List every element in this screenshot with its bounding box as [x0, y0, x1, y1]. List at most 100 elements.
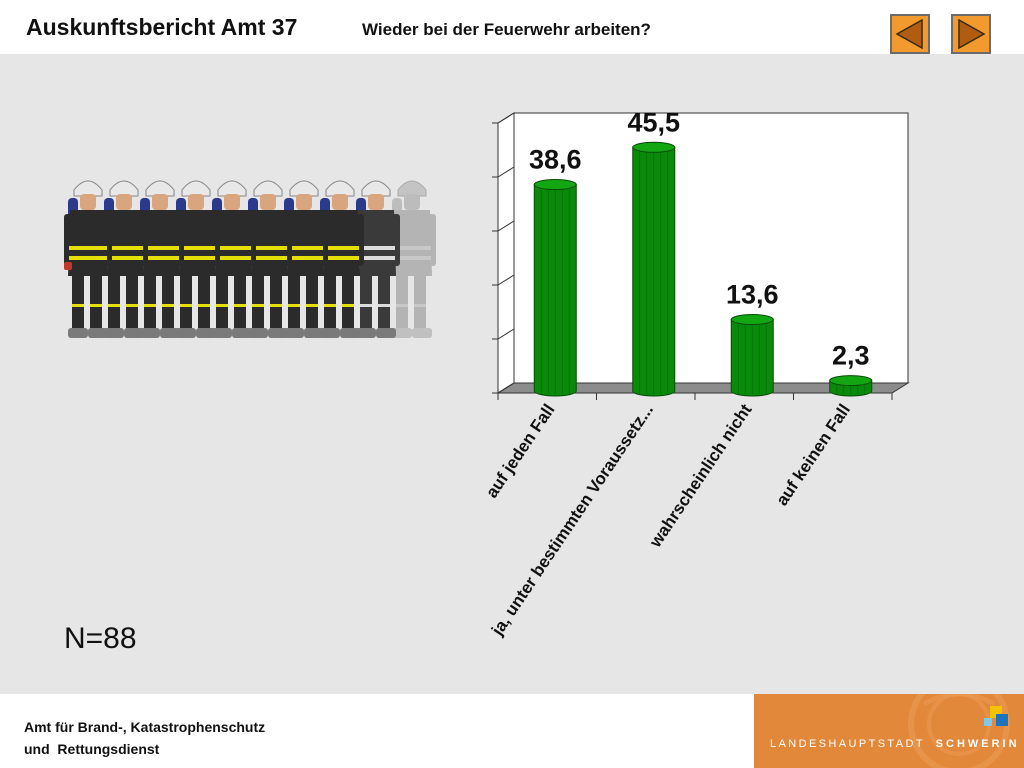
x-axis-category-label: auf jeden Fall	[482, 401, 559, 502]
leg-stripe	[162, 304, 174, 307]
helmet	[361, 180, 391, 197]
arm	[212, 214, 220, 266]
helmet	[145, 180, 175, 197]
reflective-stripe	[69, 256, 107, 260]
previous-slide-button[interactable]	[890, 14, 930, 54]
triangle-right-icon	[958, 18, 986, 50]
reflective-stripe	[141, 246, 179, 250]
helmet	[289, 180, 319, 197]
leg	[360, 276, 372, 328]
leg	[126, 276, 138, 328]
x-axis-category-label: wahrscheinlich nicht	[645, 400, 756, 551]
leg-stripe	[144, 304, 156, 307]
leg	[252, 276, 264, 328]
leg	[144, 276, 156, 328]
reflective-stripe	[213, 256, 251, 260]
boot	[268, 328, 288, 338]
leg	[378, 276, 390, 328]
x-axis-category-label: ja, unter bestimmten Voraussetz...	[487, 401, 657, 640]
footer-department-line1: Amt für Brand-, Katastrophenschutz	[24, 719, 266, 735]
arm	[140, 214, 148, 266]
boot	[232, 328, 252, 338]
leg	[396, 276, 408, 328]
reflective-stripe	[357, 256, 395, 260]
boot	[376, 328, 396, 338]
y-axis-depth-line	[497, 112, 515, 124]
leg-stripe	[324, 304, 336, 307]
leg-stripe	[198, 304, 210, 307]
sample-size-label: N=88	[64, 622, 137, 655]
boot	[104, 328, 124, 338]
arm	[248, 214, 256, 266]
arm	[64, 214, 72, 266]
bar-top	[632, 141, 676, 153]
glove	[64, 262, 72, 270]
footer-department-line2: und Rettungsdienst	[24, 741, 160, 757]
helmet	[73, 180, 103, 197]
arm	[104, 214, 112, 266]
triangle-left-icon	[895, 18, 923, 50]
reflective-stripe	[69, 246, 107, 250]
leg	[414, 276, 426, 328]
leg	[180, 276, 192, 328]
city-name: SCHWERIN	[935, 738, 1020, 750]
slide-subtitle: Wieder bei der Feuerwehr arbeiten?	[362, 20, 651, 39]
firefighter-icon	[64, 180, 112, 338]
boot	[340, 328, 360, 338]
reflective-stripe	[249, 256, 287, 260]
leg-stripe	[108, 304, 120, 307]
face	[224, 194, 240, 210]
reflective-stripe	[249, 246, 287, 250]
leg-stripe	[342, 304, 354, 307]
helmet	[325, 180, 355, 197]
reflective-stripe	[213, 246, 251, 250]
bar	[730, 314, 774, 397]
leg	[216, 276, 228, 328]
arm	[392, 214, 400, 266]
bar-top	[829, 375, 873, 387]
city-brand-banner: LANDESHAUPTSTADT SCHWERIN	[754, 694, 1024, 768]
bar-value-label: 45,5	[627, 107, 680, 137]
leg	[90, 276, 102, 328]
leg	[198, 276, 210, 328]
helmet	[181, 180, 211, 197]
face	[152, 194, 168, 210]
logo-square-blue	[996, 714, 1008, 726]
reflective-stripe	[321, 256, 359, 260]
bar-value-label: 38,6	[529, 145, 582, 175]
leg-stripe	[378, 304, 390, 307]
reflective-stripe	[177, 256, 215, 260]
boot	[248, 328, 268, 338]
boot	[196, 328, 216, 338]
leg-stripe	[90, 304, 102, 307]
arm	[176, 214, 184, 266]
firefighter-icon	[172, 180, 220, 338]
x-axis-category-label: auf keinen Fall	[772, 401, 854, 510]
boot	[356, 328, 376, 338]
slide-title: Auskunftsbericht Amt 37	[26, 14, 298, 40]
boot	[68, 328, 88, 338]
leg	[324, 276, 336, 328]
face	[260, 194, 276, 210]
arm	[284, 214, 292, 266]
next-slide-button[interactable]	[951, 14, 991, 54]
chart-side-wall	[497, 112, 515, 394]
boot	[304, 328, 324, 338]
y-axis-depth-line	[497, 274, 515, 286]
boot	[124, 328, 144, 338]
y-axis-depth-line	[497, 220, 515, 232]
leg-stripe	[360, 304, 372, 307]
leg	[270, 276, 282, 328]
boot	[284, 328, 304, 338]
arm	[320, 214, 328, 266]
reflective-stripe	[321, 246, 359, 250]
bar-top	[730, 314, 774, 326]
reflective-stripe	[141, 256, 179, 260]
reflective-stripe	[357, 246, 395, 250]
face	[116, 194, 132, 210]
leg-stripe	[396, 304, 408, 307]
bar	[829, 375, 873, 397]
face	[296, 194, 312, 210]
